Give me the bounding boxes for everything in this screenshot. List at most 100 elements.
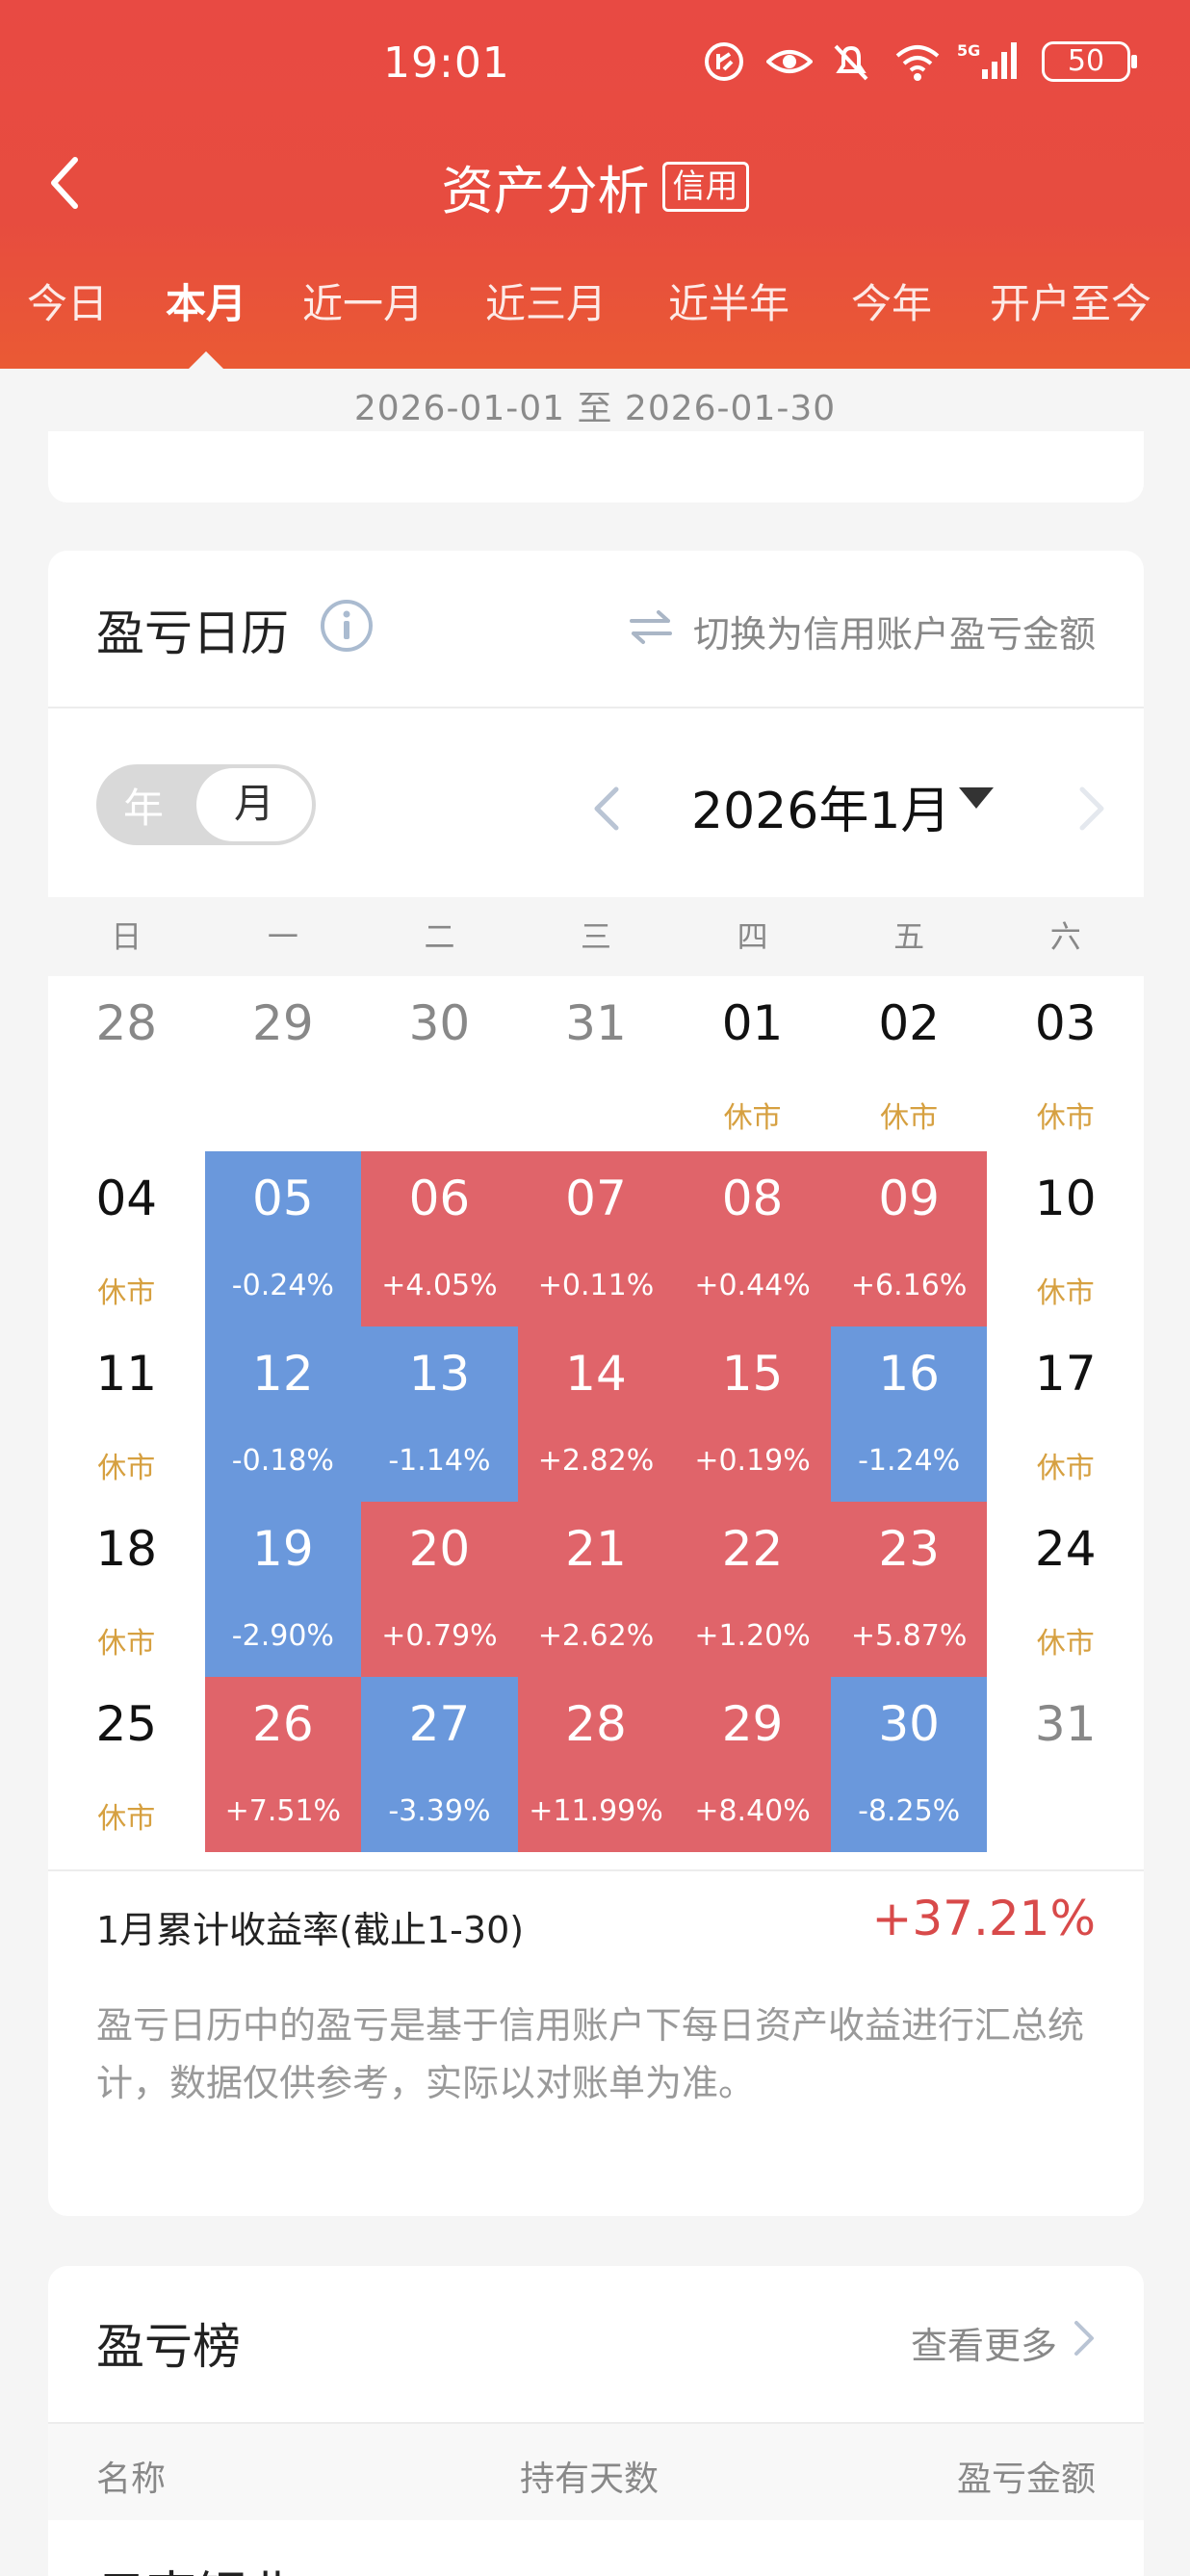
ranking-divider bbox=[48, 2422, 1144, 2424]
daily-return-label: +8.40% bbox=[694, 1794, 811, 1828]
info-icon[interactable] bbox=[320, 599, 374, 653]
calendar-day-cell[interactable]: 11 休市 bbox=[48, 1327, 205, 1502]
credit-tag: 信用 bbox=[661, 161, 749, 212]
calendar-day-cell[interactable]: 14 +2.82% bbox=[517, 1327, 675, 1502]
calendar-day-number: 22 bbox=[721, 1521, 784, 1577]
calendar-day-cell[interactable]: 01 休市 bbox=[674, 976, 831, 1151]
daily-return-label: +0.44% bbox=[694, 1269, 811, 1302]
calendar-day-cell[interactable]: 06 +4.05% bbox=[361, 1151, 518, 1327]
calendar-day-cell[interactable]: 19 -2.90% bbox=[204, 1502, 362, 1677]
calendar-day-number: 07 bbox=[565, 1171, 627, 1226]
tab-this-month[interactable]: 本月 bbox=[166, 280, 247, 327]
calendar-day-cell[interactable]: 26 +7.51% bbox=[204, 1677, 362, 1852]
calendar-day-number: 28 bbox=[565, 1696, 627, 1752]
calendar-day-cell[interactable]: 17 休市 bbox=[987, 1327, 1144, 1502]
switch-amount-link[interactable]: 切换为信用账户盈亏金额 bbox=[628, 605, 1096, 657]
market-closed-label: 休市 bbox=[1036, 1452, 1095, 1485]
calendar-day-cell[interactable]: 15 +0.19% bbox=[674, 1327, 831, 1502]
calendar-day-number: 06 bbox=[408, 1171, 471, 1226]
calendar-day-cell[interactable]: 21 +2.62% bbox=[517, 1502, 675, 1677]
calendar-day-cell[interactable]: 03 休市 bbox=[987, 976, 1144, 1151]
dropdown-icon[interactable] bbox=[959, 787, 994, 809]
year-month-toggle[interactable]: 年 月 bbox=[96, 764, 316, 845]
calendar-day-cell[interactable]: 24 休市 bbox=[987, 1502, 1144, 1677]
calendar-day-cell[interactable]: 29 bbox=[205, 976, 362, 1151]
tab-this-year[interactable]: 今年 bbox=[851, 280, 933, 327]
calendar-day-number: 23 bbox=[878, 1521, 940, 1577]
svg-text:5G: 5G bbox=[957, 41, 980, 60]
calendar-day-cell[interactable]: 30 -8.25% bbox=[830, 1677, 988, 1852]
calendar-day-number: 30 bbox=[878, 1696, 940, 1752]
tab-last-month[interactable]: 近一月 bbox=[302, 280, 425, 327]
calendar-day-cell[interactable]: 16 -1.24% bbox=[830, 1327, 988, 1502]
calendar-day-cell[interactable]: 22 +1.20% bbox=[674, 1502, 831, 1677]
calendar-day-cell[interactable]: 20 +0.79% bbox=[361, 1502, 518, 1677]
calendar-day-cell[interactable]: 23 +5.87% bbox=[830, 1502, 988, 1677]
calendar-day-number: 11 bbox=[95, 1346, 158, 1402]
status-bar: 19:01 5G 50 bbox=[0, 0, 1190, 135]
tab-last-three-months[interactable]: 近三月 bbox=[485, 280, 608, 327]
ranking-table-header: 名称 持有天数 盈亏金额 bbox=[48, 2424, 1144, 2520]
market-closed-label: 休市 bbox=[1036, 1101, 1095, 1135]
calendar-grid: 28 29 30 31 01 休市 02 休市 03 休市 04 休市 05 -0.24% 06 +4.05%… bbox=[48, 976, 1144, 1852]
calendar-day-cell[interactable]: 30 bbox=[361, 976, 518, 1151]
daily-return-label: -0.18% bbox=[231, 1444, 334, 1478]
period-tabs: 今日 本月 近一月 近三月 近半年 今年 开户至今 bbox=[0, 271, 1190, 348]
weekday-header: 日 一 二 三 四 五 六 bbox=[48, 897, 1144, 976]
pnl-ranking-card: 盈亏榜 查看更多 名称 持有天数 盈亏金额 云南铜业 bbox=[48, 2266, 1144, 2576]
calendar-day-number: 05 bbox=[252, 1171, 314, 1226]
daily-return-label: -1.24% bbox=[858, 1444, 961, 1478]
calendar-day-cell[interactable]: 07 +0.11% bbox=[517, 1151, 675, 1327]
calendar-title: 盈亏日历 bbox=[96, 605, 289, 661]
calendar-day-cell[interactable]: 28 +11.99% bbox=[517, 1677, 675, 1852]
calendar-day-cell[interactable]: 27 -3.39% bbox=[361, 1677, 518, 1852]
column-name: 名称 bbox=[96, 2460, 167, 2499]
calendar-day-cell[interactable]: 12 -0.18% bbox=[204, 1327, 362, 1502]
weekday-label: 三 bbox=[581, 918, 612, 955]
calendar-day-cell[interactable]: 08 +0.44% bbox=[674, 1151, 831, 1327]
market-closed-label: 休市 bbox=[1036, 1627, 1095, 1661]
calendar-day-cell[interactable]: 31 bbox=[518, 976, 675, 1151]
calendar-day-cell[interactable]: 31 bbox=[987, 1677, 1144, 1852]
prev-month-icon[interactable] bbox=[587, 782, 626, 836]
calendar-day-cell[interactable]: 25 休市 bbox=[48, 1677, 205, 1852]
tab-today[interactable]: 今日 bbox=[27, 280, 109, 327]
calendar-day-cell[interactable]: 05 -0.24% bbox=[204, 1151, 362, 1327]
ranking-row-name[interactable]: 云南铜业 bbox=[96, 2555, 297, 2576]
calendar-day-cell[interactable]: 28 bbox=[48, 976, 205, 1151]
daily-return-label: +4.05% bbox=[381, 1269, 498, 1302]
calendar-day-cell[interactable]: 02 休市 bbox=[831, 976, 988, 1151]
previous-card-bottom bbox=[48, 431, 1144, 502]
calendar-day-number: 27 bbox=[408, 1696, 471, 1752]
monthly-return-label: 1月累计收益率(截止1-30) bbox=[96, 1909, 525, 1951]
daily-return-label: -8.25% bbox=[858, 1794, 961, 1828]
view-more-link[interactable]: 查看更多 bbox=[911, 2316, 1096, 2369]
month-selector[interactable]: 2026年1月 bbox=[691, 783, 951, 840]
daily-return-label: +0.19% bbox=[694, 1444, 811, 1478]
calendar-day-cell[interactable]: 09 +6.16% bbox=[830, 1151, 988, 1327]
calendar-day-cell[interactable]: 29 +8.40% bbox=[674, 1677, 831, 1852]
calendar-day-number: 01 bbox=[721, 995, 784, 1051]
tab-since-opening[interactable]: 开户至今 bbox=[990, 280, 1152, 327]
calendar-day-cell[interactable]: 13 -1.14% bbox=[361, 1327, 518, 1502]
daily-return-label: +6.16% bbox=[850, 1269, 968, 1302]
toggle-month[interactable]: 月 bbox=[196, 768, 312, 841]
daily-return-label: +1.20% bbox=[694, 1619, 811, 1653]
weekday-label: 五 bbox=[893, 918, 925, 955]
calendar-header: 盈亏日历 切换为信用账户盈亏金额 bbox=[48, 551, 1144, 708]
daily-return-label: -2.90% bbox=[231, 1619, 334, 1653]
market-closed-label: 休市 bbox=[723, 1101, 782, 1135]
calendar-day-number: 31 bbox=[1034, 1696, 1097, 1752]
toggle-year[interactable]: 年 bbox=[123, 785, 165, 832]
calendar-day-cell[interactable]: 04 休市 bbox=[48, 1151, 205, 1327]
next-month-icon[interactable] bbox=[1073, 782, 1111, 836]
calendar-day-cell[interactable]: 10 休市 bbox=[987, 1151, 1144, 1327]
calendar-day-number: 29 bbox=[721, 1696, 784, 1752]
calendar-day-cell[interactable]: 18 休市 bbox=[48, 1502, 205, 1677]
back-icon[interactable] bbox=[39, 154, 96, 212]
calendar-day-number: 25 bbox=[95, 1696, 158, 1752]
tab-last-half-year[interactable]: 近半年 bbox=[668, 280, 790, 327]
calendar-disclaimer: 盈亏日历中的盈亏是基于信用账户下每日资产收益进行汇总统计，数据仅供参考，实际以对… bbox=[96, 2004, 1085, 2104]
calendar-day-number: 02 bbox=[878, 995, 940, 1051]
calendar-day-number: 19 bbox=[252, 1521, 314, 1577]
